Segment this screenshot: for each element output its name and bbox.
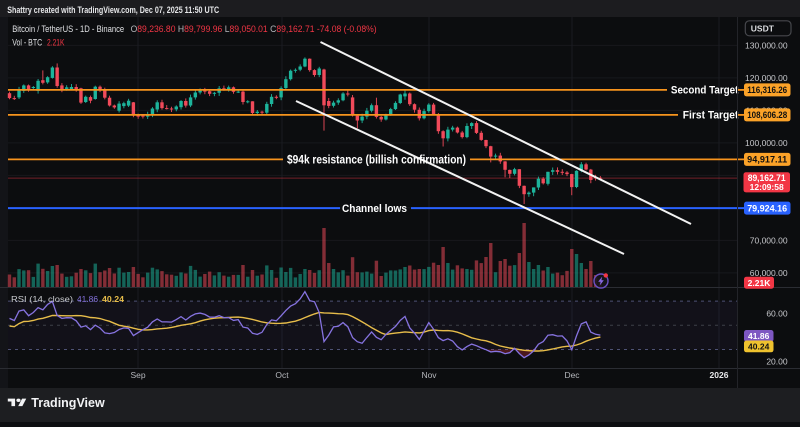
svg-text:40.24: 40.24 <box>102 294 124 304</box>
svg-text:120,000.00: 120,000.00 <box>745 73 788 83</box>
svg-text:100,000.00: 100,000.00 <box>745 138 788 148</box>
svg-text:60,000.00: 60,000.00 <box>750 268 788 278</box>
svg-text:79,924.16: 79,924.16 <box>747 203 787 213</box>
svg-text:Vol - BTC: Vol - BTC <box>12 38 42 48</box>
svg-text:130,000.00: 130,000.00 <box>745 41 788 51</box>
svg-text:Oct: Oct <box>275 370 289 380</box>
svg-text:12:09:58: 12:09:58 <box>750 182 784 192</box>
svg-text:2.21K: 2.21K <box>748 278 772 288</box>
svg-text:O89,236.80 H89,799.96 L89,05: O89,236.80 H89,799.96 L89,050.01 C89,162… <box>131 24 377 34</box>
svg-text:2.21K: 2.21K <box>47 38 65 48</box>
svg-text:First Target: First Target <box>683 110 739 122</box>
svg-text:TradingView: TradingView <box>31 396 105 410</box>
svg-text:USDT: USDT <box>751 23 775 33</box>
svg-text:2026: 2026 <box>710 370 729 380</box>
svg-text:41.86: 41.86 <box>748 331 770 341</box>
svg-text:Shattry created with TradingVi: Shattry created with TradingView.com, De… <box>7 5 219 16</box>
svg-text:41.86: 41.86 <box>77 294 98 304</box>
svg-text:60.00: 60.00 <box>766 308 788 318</box>
svg-text:Nov: Nov <box>421 370 437 380</box>
svg-text:89,162.71: 89,162.71 <box>748 173 786 183</box>
svg-text:116,316.26: 116,316.26 <box>747 85 787 95</box>
svg-text:Second Target: Second Target <box>671 85 739 97</box>
svg-text:20.00: 20.00 <box>766 357 788 367</box>
svg-text:Bitcoin / TetherUS - 1D - Bina: Bitcoin / TetherUS - 1D - Binance <box>12 24 124 34</box>
svg-text:RSI (14, close): RSI (14, close) <box>11 294 73 304</box>
svg-text:108,606.28: 108,606.28 <box>747 110 787 120</box>
svg-text:$94k resistance (billish confi: $94k resistance (billish confirmation) <box>287 155 466 167</box>
svg-text:94,917.11: 94,917.11 <box>747 155 787 165</box>
svg-text:40.24: 40.24 <box>748 342 770 352</box>
svg-text:70,000.00: 70,000.00 <box>750 236 788 246</box>
svg-text:Channel lows: Channel lows <box>342 203 407 215</box>
svg-text:Sep: Sep <box>130 370 145 380</box>
svg-text:Dec: Dec <box>564 370 580 380</box>
